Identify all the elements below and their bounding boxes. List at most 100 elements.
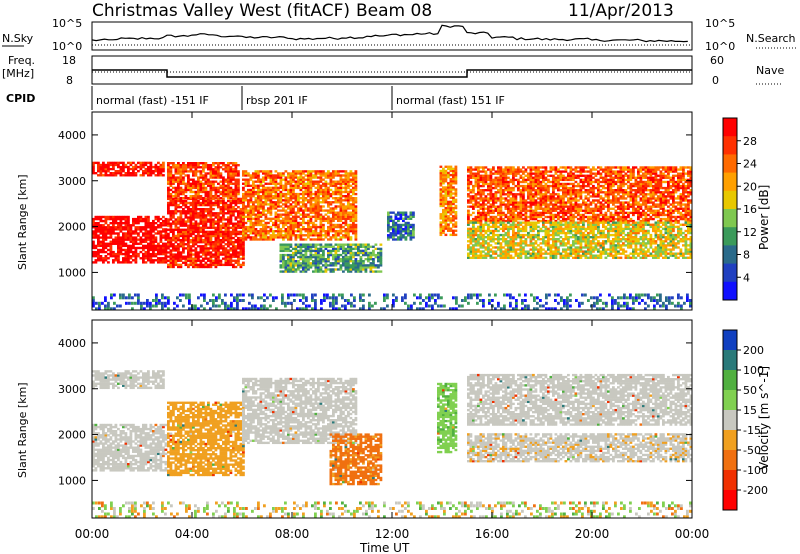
power-cell [517,193,520,196]
power-cell [187,164,190,167]
power-cell [234,265,238,269]
power-cell [244,184,248,187]
freq-label: Freq. [8,54,35,67]
power-cell [342,245,345,248]
power-cell [239,212,243,215]
power-cell [289,270,293,273]
power-cell [557,207,560,210]
power-cell [364,258,368,261]
power-cell [327,251,330,255]
power-cell [287,245,290,248]
power-cell [244,199,248,202]
power-cell [469,195,473,198]
power-cell [404,232,408,235]
power-cell [329,225,333,229]
power-cell [99,240,103,243]
power-cell [132,246,135,250]
power-cell [569,197,573,200]
power-cell [159,172,163,175]
power-cell [177,192,180,196]
power-cell [562,193,565,196]
power-cell [449,202,453,206]
power-cell [332,197,335,200]
power-cell [292,247,295,251]
power-cell [492,205,495,208]
power-cell [329,228,333,231]
power-cell [229,208,233,211]
power-cell [512,178,515,182]
power-cell [167,220,170,223]
power-cell [279,209,283,212]
power-cell [312,260,315,263]
power-cell [169,203,173,207]
power-cell [547,199,550,202]
power-cell [157,261,160,264]
power-cell [119,244,123,248]
power-cell [472,174,475,177]
power-cell [532,168,535,171]
power-cell [292,180,295,183]
power-cell [167,174,170,177]
power-cell [267,209,270,212]
power-cell [447,175,450,179]
power-cell [97,161,100,165]
power-cell [549,174,553,177]
power-cell [109,222,113,225]
power-cell [454,217,458,220]
power-cell [132,242,135,245]
power-cell [314,203,318,206]
power-cell [174,176,178,179]
power-cell [182,228,185,231]
power-cell [234,222,238,225]
power-cell [327,195,330,198]
power-cell [102,167,105,171]
power-cell [242,209,245,212]
power-cell [442,229,445,232]
power-cell [184,212,188,215]
power-cell [489,182,493,186]
power-cell [224,230,228,234]
power-cell [297,234,300,237]
power-cell [449,196,453,199]
power-cell [584,195,588,198]
power-cell [584,180,588,184]
power-cell [184,228,188,231]
power-cell [159,222,163,225]
power-cell [254,184,258,187]
power-cell [222,226,225,229]
freq-unit-label: [MHz] [2,67,34,80]
power-cell [224,263,228,267]
power-cell [142,255,145,258]
power-cell [452,225,455,228]
power-cell [242,186,245,190]
power-cell [307,258,310,261]
power-cell [232,263,235,267]
power-cell [412,232,415,235]
power-cell [574,166,578,169]
power-cell [229,259,233,262]
power-cell [169,249,173,252]
power-cell [194,180,198,183]
power-cell [269,201,273,204]
power-cell [227,259,230,262]
power-cell [189,249,193,252]
power-cell [299,270,303,273]
power-cell [342,170,345,173]
power-cell [232,241,235,244]
power-cell [319,215,323,218]
power-cell [314,180,318,183]
power-cell [164,261,168,264]
power-cell [352,192,355,196]
power-cell [179,180,183,183]
power-cell [127,232,130,235]
power-cell [222,234,225,238]
power-cell [352,255,355,259]
power-cell [369,268,373,271]
power-cell [562,217,565,221]
power-cell [237,230,240,234]
power-cell [252,211,255,214]
power-cell [172,214,175,217]
power-cell [219,210,223,213]
power-cell [554,178,558,182]
power-cell [344,211,348,214]
